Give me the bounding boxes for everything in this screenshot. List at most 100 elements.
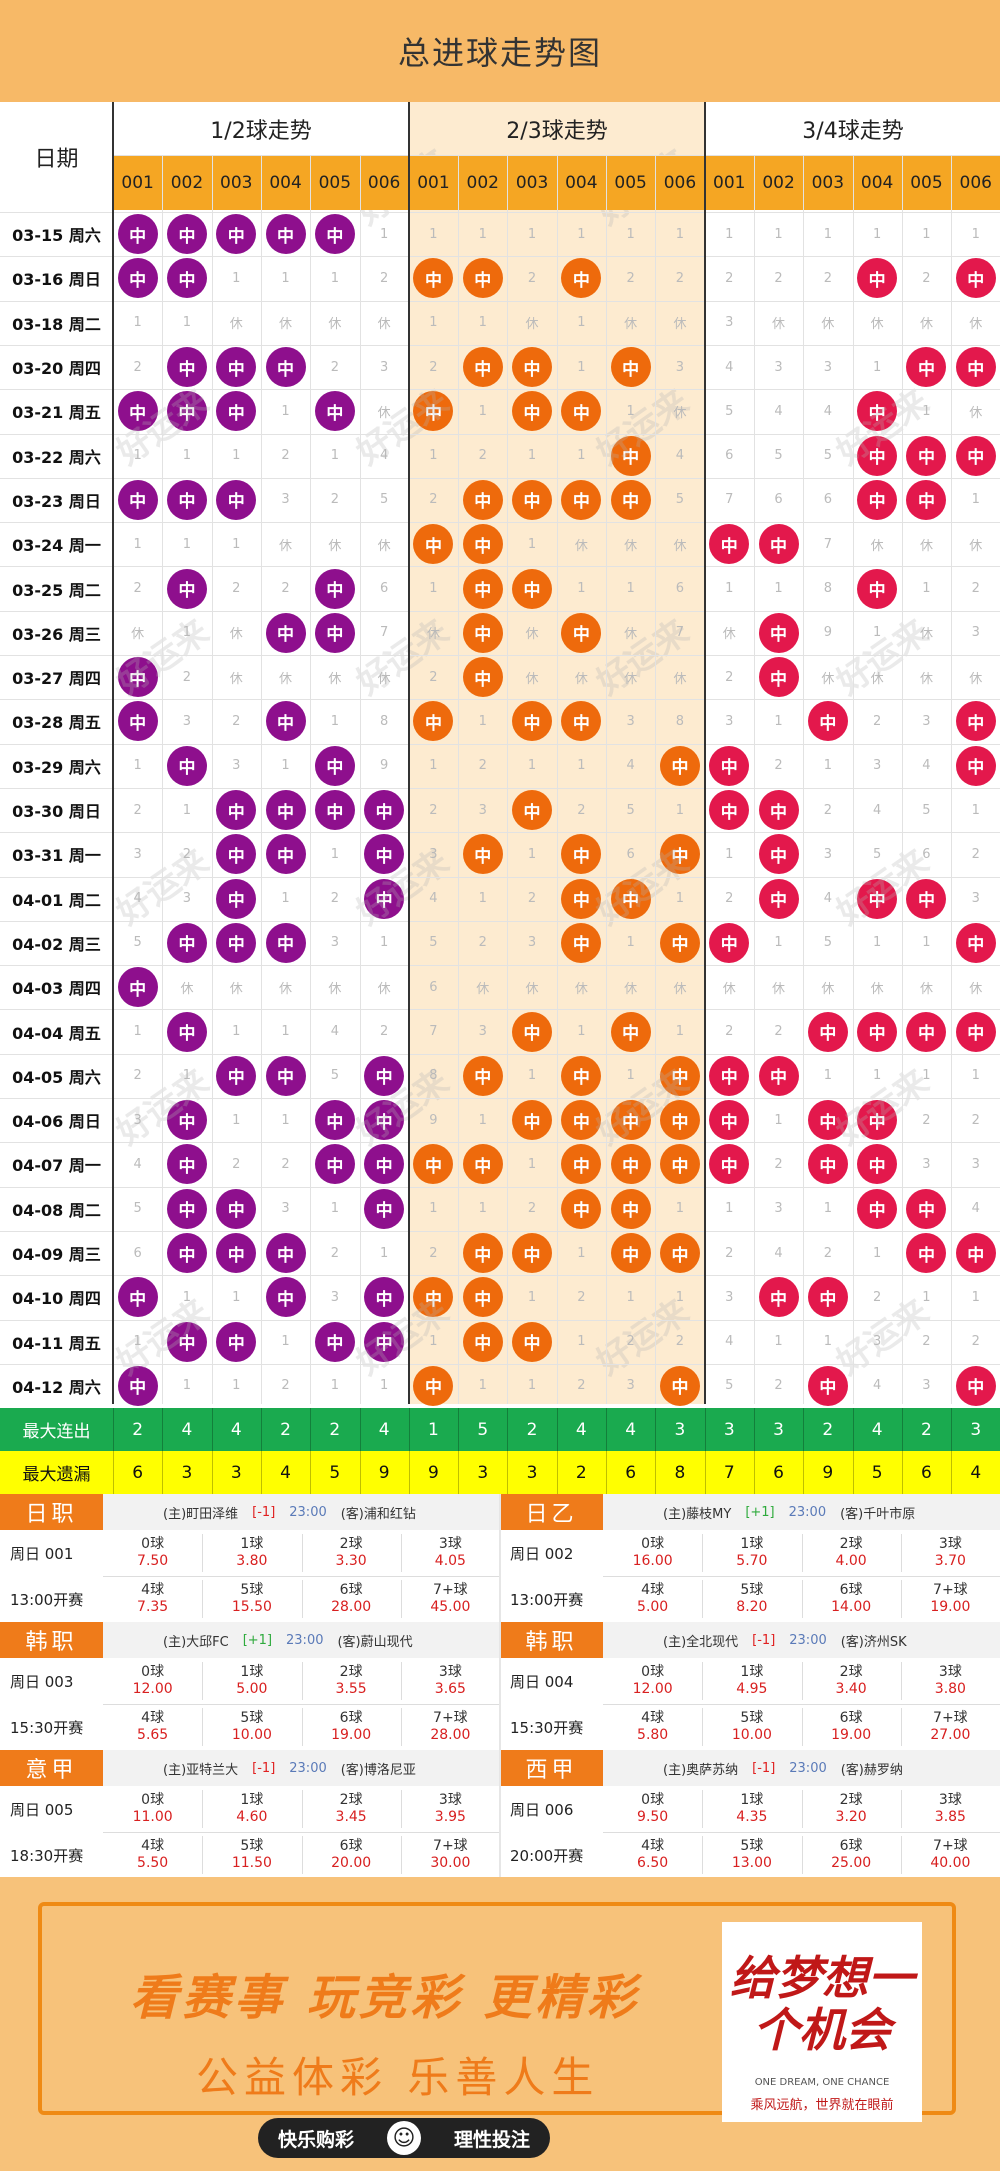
odds-cell[interactable]: 7+球 30.00 [401, 1832, 500, 1878]
odds-cell[interactable]: 7+球 19.00 [901, 1576, 1000, 1622]
stat-value: 3 [526, 1462, 538, 1483]
odds-cell[interactable]: 0球 12.00 [603, 1658, 702, 1704]
odds-cell[interactable]: 6球 19.00 [302, 1704, 401, 1750]
hit-marker: 中 [659, 745, 700, 786]
hit-marker: 中 [512, 479, 553, 520]
trend-cell: 中 [655, 1364, 704, 1408]
odds-cell[interactable]: 5球 10.00 [702, 1704, 801, 1750]
stat-divider [852, 1408, 854, 1452]
odds-value: 3.95 [434, 1809, 466, 1825]
odds-cell[interactable]: 4球 7.35 [103, 1576, 202, 1622]
odds-cell[interactable]: 2球 3.55 [302, 1658, 401, 1704]
trend-cell: 3 [133, 846, 142, 862]
odds-cell[interactable]: 6球 19.00 [802, 1704, 901, 1750]
odds-cell[interactable]: 6球 14.00 [802, 1576, 901, 1622]
hit-marker: 中 [512, 1100, 553, 1141]
trend-cell: 1 [922, 1068, 931, 1084]
odds-cell[interactable]: 0球 11.00 [103, 1786, 202, 1832]
home-team: (主)藤枝MY [663, 1506, 732, 1522]
odds-cell[interactable]: 0球 16.00 [603, 1530, 702, 1576]
row-date: 04-10 周四 [12, 1289, 101, 1309]
trend-cell: 1 [281, 1024, 290, 1040]
trend-cell: 3 [232, 758, 241, 774]
odds-cell[interactable]: 0球 7.50 [103, 1530, 202, 1576]
odds-cell[interactable]: 2球 3.45 [302, 1786, 401, 1832]
odds-cell[interactable]: 2球 3.40 [802, 1658, 901, 1704]
odds-cell[interactable]: 4球 5.50 [103, 1832, 202, 1878]
odds-cell[interactable]: 3球 3.65 [401, 1658, 500, 1704]
hit-marker: 中 [166, 922, 207, 963]
hit-marker: 中 [955, 435, 996, 476]
trend-cell: 1 [232, 1378, 241, 1394]
odds-cell[interactable]: 3球 4.05 [401, 1530, 500, 1576]
odds-value: 3.65 [434, 1681, 466, 1697]
odds-cell[interactable]: 7+球 27.00 [901, 1704, 1000, 1750]
odds-cell[interactable]: 5球 8.20 [702, 1576, 801, 1622]
trend-cell: 1 [774, 1112, 783, 1128]
odds-cell[interactable]: 1球 5.00 [202, 1658, 301, 1704]
home-team: (主)大邱FC [163, 1634, 229, 1650]
odds-cell[interactable]: 5球 10.00 [202, 1704, 301, 1750]
trend-cell: 4 [133, 1156, 142, 1172]
odds-cell[interactable]: 4球 5.65 [103, 1704, 202, 1750]
handicap: [-1] [752, 1632, 776, 1648]
hit-marker: 中 [857, 258, 898, 299]
trend-cell: 2 [330, 492, 339, 508]
odds-cell[interactable]: 4球 6.50 [603, 1832, 702, 1878]
trend-cell: 2 [823, 1245, 832, 1261]
odds-cell[interactable]: 5球 13.00 [702, 1832, 801, 1878]
hit-marker: 中 [758, 657, 799, 698]
odds-cell[interactable]: 5球 15.50 [202, 1576, 301, 1622]
trend-cell: 1 [577, 581, 586, 597]
odds-cell[interactable]: 0球 9.50 [603, 1786, 702, 1832]
odds-cell[interactable]: 7+球 45.00 [401, 1576, 500, 1622]
odds-cell[interactable]: 1球 4.95 [702, 1658, 801, 1704]
trend-cell: 2 [429, 669, 438, 685]
hit-marker: 中 [955, 745, 996, 786]
hit-marker: 中 [166, 479, 207, 520]
odds-cell[interactable]: 2球 3.30 [302, 1530, 401, 1576]
trend-cell: 1 [133, 1024, 142, 1040]
trend-cell: 4 [774, 403, 783, 419]
match-header: (主)亚特兰大 [-1] 23:00 (客)博洛尼亚 [103, 1750, 500, 1786]
stat-value: 2 [329, 1419, 341, 1440]
grid-hline [0, 1142, 1000, 1144]
trend-cell: 中 [261, 921, 310, 965]
hit-marker: 中 [364, 1100, 405, 1141]
odds-cell[interactable]: 3球 3.80 [901, 1658, 1000, 1704]
odds-cell[interactable]: 2球 4.00 [802, 1530, 901, 1576]
trend-cell: 3 [626, 1378, 635, 1394]
stat-value: 4 [625, 1419, 637, 1440]
odds-cell[interactable]: 7+球 40.00 [901, 1832, 1000, 1878]
odds-cell[interactable]: 4球 5.00 [603, 1576, 702, 1622]
odds-cell[interactable]: 6球 20.00 [302, 1832, 401, 1878]
odds-cell[interactable]: 4球 5.80 [603, 1704, 702, 1750]
grid-hline [0, 876, 1000, 878]
odds-cell[interactable]: 1球 4.35 [702, 1786, 801, 1832]
odds-cell[interactable]: 5球 11.50 [202, 1832, 301, 1878]
odds-cell[interactable]: 6球 25.00 [802, 1832, 901, 1878]
hit-marker: 中 [216, 214, 257, 255]
odds-cell[interactable]: 7+球 28.00 [401, 1704, 500, 1750]
odds-cell[interactable]: 2球 3.20 [802, 1786, 901, 1832]
hit-marker: 中 [117, 701, 158, 742]
trend-cell: 1 [577, 758, 586, 774]
trend-cell: 2 [922, 1334, 931, 1350]
trend-cell: 中 [951, 744, 1000, 788]
match-header: (主)全北现代 [-1] 23:00 (客)济州SK [603, 1622, 1000, 1658]
trend-cell: 5 [133, 935, 142, 951]
odds-cell[interactable]: 6球 28.00 [302, 1576, 401, 1622]
trend-cell: 6 [823, 492, 832, 508]
banner-slogan-secondary: 公益体彩 乐善人生 [196, 2053, 600, 2102]
odds-cell[interactable]: 1球 4.60 [202, 1786, 301, 1832]
stat-value: 6 [773, 1462, 784, 1483]
hit-marker: 中 [265, 347, 306, 388]
stat-divider [211, 1408, 213, 1452]
odds-cell[interactable]: 0球 12.00 [103, 1658, 202, 1704]
odds-cell[interactable]: 1球 5.70 [702, 1530, 801, 1576]
odds-cell[interactable]: 1球 3.80 [202, 1530, 301, 1576]
odds-cell[interactable]: 3球 3.70 [901, 1530, 1000, 1576]
odds-cell[interactable]: 3球 3.85 [901, 1786, 1000, 1832]
trend-cell: 6 [429, 979, 438, 995]
odds-cell[interactable]: 3球 3.95 [401, 1786, 500, 1832]
